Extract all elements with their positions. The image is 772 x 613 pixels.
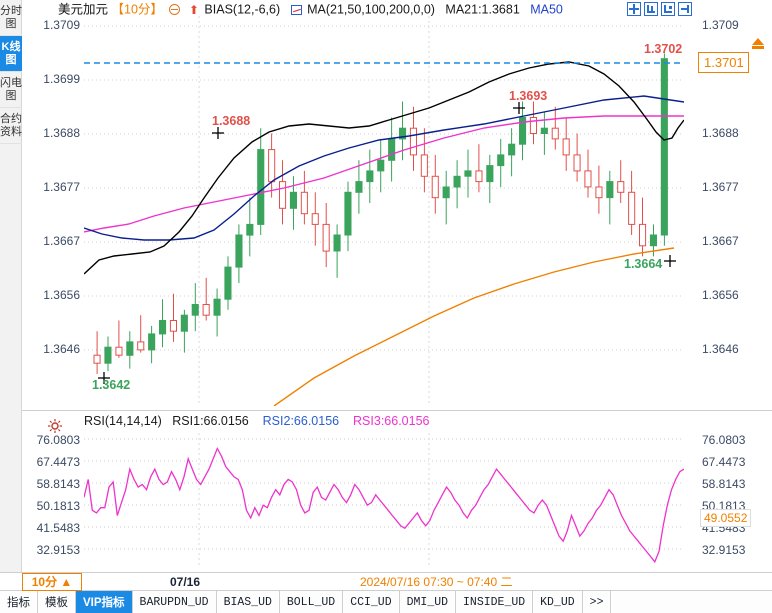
rsi-panel: RSI(14,14,14) RSI1:66.0156 RSI2:66.0156 … xyxy=(22,410,772,570)
ma200-line xyxy=(273,247,675,406)
annotation-high-mid: 1.3693 xyxy=(509,89,548,103)
rsi3-value: RSI3:66.0156 xyxy=(353,414,430,428)
ma-indicator-label[interactable]: MA(21,50,100,200,0,0) xyxy=(307,2,435,17)
rsi-axis-tick-right: 58.8143 xyxy=(702,477,746,491)
tab-templates[interactable]: 模板 xyxy=(38,591,76,613)
price-axis-tick-left: 1.3646 xyxy=(43,342,80,356)
rsi-title[interactable]: RSI(14,14,14) xyxy=(84,414,162,428)
sidebar-item-contract-info[interactable]: 合约资料 xyxy=(0,108,22,144)
tab-dmi-ud[interactable]: DMI_UD xyxy=(400,591,457,613)
annotation-high-left: 1.3688 xyxy=(212,114,251,128)
bottom-tab-bar: 指标 模板 VIP指标 BARUPDN_UD BIAS_UD BOLL_UD C… xyxy=(0,591,772,613)
rsi-axis-tick-left: 67.4473 xyxy=(36,455,80,469)
price-axis-tick-right: 1.3646 xyxy=(702,342,739,356)
ma21-value: MA21:1.3681 xyxy=(445,2,520,17)
price-axis-tick-right: 1.3656 xyxy=(702,288,739,302)
crosshair-tool-button[interactable] xyxy=(627,2,641,16)
symbol-name: 美元加元 xyxy=(58,2,109,17)
tab-cci-ud[interactable]: CCI_UD xyxy=(343,591,400,613)
collapse-icon[interactable] xyxy=(169,4,181,16)
rsi-axis-tick-left: 32.9153 xyxy=(36,543,80,557)
rsi-current-value-tag[interactable]: 49.0552 xyxy=(700,509,752,527)
rsi1-value: RSI1:66.0156 xyxy=(172,414,249,428)
rsi-axis-tick-left: 50.1813 xyxy=(36,499,80,513)
tab-bias-ud[interactable]: BIAS_UD xyxy=(217,591,280,613)
chart-tool-buttons xyxy=(627,2,692,16)
date-axis-label: 07/16 xyxy=(170,575,201,589)
left-sidebar: 分时图 K线图 闪电图 合约资料 xyxy=(0,0,22,580)
rsi-axis-tick-left: 76.0803 xyxy=(36,433,80,447)
sidebar-item-label: 分时图 xyxy=(0,5,22,30)
rsi-header: RSI(14,14,14) RSI1:66.0156 RSI2:66.0156 … xyxy=(84,413,429,429)
rsi3-series xyxy=(84,446,684,564)
sidebar-item-label: 闪电图 xyxy=(0,77,22,102)
price-axis-tick-left: 1.3656 xyxy=(43,288,80,302)
sidebar-item-label: 合约资料 xyxy=(0,113,22,138)
price-axis-tick-right: 1.3677 xyxy=(702,180,739,194)
tab-barupdn-ud[interactable]: BARUPDN_UD xyxy=(133,591,217,613)
ma21-line xyxy=(84,61,684,275)
indicator-header: 美元加元 【10分】 ⬆ BIAS(12,-6,6) MA(21,50,100,… xyxy=(58,1,563,17)
time-range-label: 2024/07/16 07:30 ~ 07:40 二 xyxy=(360,575,513,589)
rsi-axis-tick-right: 32.9153 xyxy=(702,543,746,557)
bias-indicator-label[interactable]: BIAS(12,-6,6) xyxy=(204,2,281,17)
current-price-tag[interactable]: 1.3701 xyxy=(698,52,749,73)
rsi-axis-tick-left: 41.5483 xyxy=(36,521,80,535)
ma50-line xyxy=(84,95,684,241)
tab-indicators[interactable]: 指标 xyxy=(0,591,38,613)
price-axis-tick-right: 1.3709 xyxy=(702,18,739,32)
tab-kd-ud[interactable]: KD_UD xyxy=(533,591,583,613)
rsi-axis-tick-right: 67.4473 xyxy=(702,455,746,469)
ma-chart-icon[interactable] xyxy=(290,4,302,15)
tab-inside-ud[interactable]: INSIDE_UD xyxy=(456,591,534,613)
sidebar-item-kline[interactable]: K线图 xyxy=(0,36,22,72)
price-axis-tick-right: 1.3667 xyxy=(702,234,739,248)
chart-area: 1.3709 1.3699 1.3688 1.3677 1.3667 1.365… xyxy=(22,0,772,580)
expand-tool-button[interactable] xyxy=(678,2,692,16)
sidebar-item-timeshare[interactable]: 分时图 xyxy=(0,0,22,36)
sidebar-item-label: K线图 xyxy=(1,41,21,66)
annotation-high-recent: 1.3702 xyxy=(644,42,683,56)
tab-boll-ud[interactable]: BOLL_UD xyxy=(280,591,344,613)
time-bar: 10分 ▲ 07/16 2024/07/16 07:30 ~ 07:40 二 xyxy=(0,572,772,591)
price-panel: 1.3709 1.3699 1.3688 1.3677 1.3667 1.365… xyxy=(22,0,772,410)
price-candlestick-plot[interactable] xyxy=(84,16,684,406)
rsi-axis-tick-right: 76.0803 xyxy=(702,433,746,447)
tab-more-button[interactable]: >> xyxy=(583,591,612,613)
rsi-axis-tick-left: 58.8143 xyxy=(36,477,80,491)
ma100-line xyxy=(84,115,684,233)
sidebar-item-lightning[interactable]: 闪电图 xyxy=(0,72,22,108)
drawing-tool-button[interactable] xyxy=(661,2,675,16)
ma50-label: MA50 xyxy=(530,2,563,17)
sun-settings-icon[interactable] xyxy=(48,419,62,433)
annotation-low-left: 1.3642 xyxy=(92,378,131,392)
rsi-line-plot[interactable] xyxy=(84,433,684,567)
up-arrow-icon: ⬆ xyxy=(188,2,199,17)
price-axis-tick-left: 1.3667 xyxy=(43,234,80,248)
annotation-low-right: 1.3664 xyxy=(624,257,663,271)
price-axis-tick-left: 1.3709 xyxy=(43,18,80,32)
measure-tool-button[interactable] xyxy=(644,2,658,16)
price-axis-tick-left: 1.3688 xyxy=(43,126,80,140)
price-up-caret-icon xyxy=(752,38,764,49)
price-axis-tick-left: 1.3677 xyxy=(43,180,80,194)
price-axis-tick-right: 1.3688 xyxy=(702,126,739,140)
rsi2-value: RSI2:66.0156 xyxy=(262,414,340,428)
price-axis-tick-left: 1.3699 xyxy=(43,72,80,86)
period-selector-button[interactable]: 10分 ▲ xyxy=(22,573,82,591)
tab-bar-filler xyxy=(611,591,772,613)
tab-vip-indicators[interactable]: VIP指标 xyxy=(76,591,133,613)
symbol-period: 【10分】 xyxy=(111,2,163,17)
